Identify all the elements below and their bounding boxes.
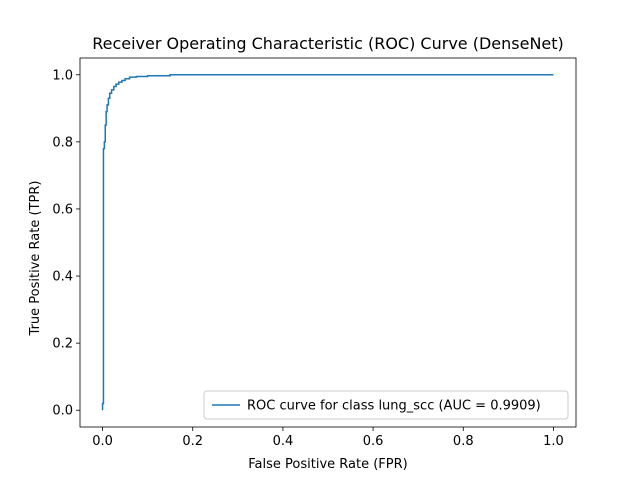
y-tick-label: 0.0 <box>52 404 73 419</box>
series-line-0 <box>101 74 554 411</box>
x-tick-label: 0.2 <box>182 434 203 449</box>
legend-box <box>203 390 569 420</box>
x-tick-label: 0.0 <box>92 434 113 449</box>
x-tick-label: 1.0 <box>543 434 564 449</box>
plot-area: 0.0 0.2 0.4 0.6 0.8 1.0 0.0 0.2 0.4 0.6 0.8 1.0 ROC … <box>52 57 577 449</box>
y-tick-label: 0.8 <box>52 135 73 150</box>
legend-label: ROC curve for class lung_scc (AUC = 0.99… <box>247 399 541 414</box>
x-axis-label: False Positive Rate (FPR) <box>248 457 407 472</box>
y-axis-label: True Positive Rate (TPR) <box>28 181 43 337</box>
y-tick-label: 1.0 <box>52 68 73 83</box>
y-tick-label: 0.2 <box>52 337 73 352</box>
y-tick-label: 0.4 <box>52 270 73 285</box>
y-tick-label: 0.6 <box>52 202 73 217</box>
x-tick-label: 0.4 <box>273 434 294 449</box>
axes-frame <box>79 57 577 428</box>
x-tick-label: 0.8 <box>453 434 474 449</box>
x-tick-label: 0.6 <box>363 434 384 449</box>
chart-title: Receiver Operating Characteristic (ROC) … <box>92 34 564 53</box>
